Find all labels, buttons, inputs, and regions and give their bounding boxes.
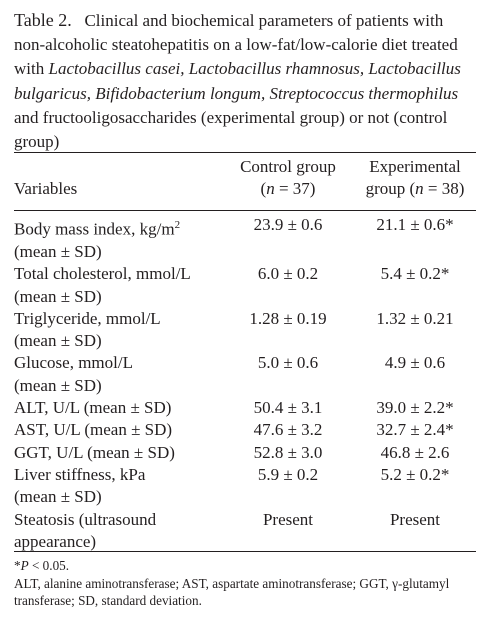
table-row: AST, U/L (mean ± SD) 47.6 ± 3.2 32.7 ± 2… (14, 419, 476, 441)
experimental-value: 5.2 ± 0.2* (380, 464, 450, 484)
row-label: Glucose, mmol/L (14, 353, 133, 373)
row-label-line2: appearance) (14, 531, 97, 551)
row-label: Body mass index, kg/m2 (14, 219, 181, 239)
experimental-value: 32.7 ± 2.4* (376, 420, 454, 440)
table-bottom-rule (14, 551, 476, 552)
header-control-line2: (n = 37) (260, 179, 316, 198)
row-label-line2: (mean ± SD) (14, 286, 102, 306)
table-body: Body mass index, kg/m2 (mean ± SD) 23.9 … (14, 212, 476, 553)
row-label-line2: (mean ± SD) (14, 241, 102, 261)
header-control-line1: Control group (240, 157, 336, 176)
table-row: Liver stiffness, kPa (mean ± SD) 5.9 ± 0… (14, 464, 476, 509)
experimental-value: 1.32 ± 0.21 (376, 308, 454, 328)
control-value: 47.6 ± 3.2 (253, 420, 323, 440)
footnote-significance: *P < 0.05. (14, 558, 70, 573)
experimental-value: 21.1 ± 0.6* (376, 215, 454, 234)
control-value: 6.0 ± 0.2 (257, 264, 319, 284)
row-label: Triglyceride, mmol/L (14, 308, 161, 328)
header-variables: Variables (14, 179, 78, 198)
control-value: 5.9 ± 0.2 (257, 464, 319, 484)
control-value: Present (262, 509, 314, 529)
row-label-line2: (mean ± SD) (14, 487, 102, 507)
experimental-value: 5.4 ± 0.2* (380, 264, 450, 284)
table-header-rule (14, 210, 476, 211)
row-label-line2: (mean ± SD) (14, 331, 102, 351)
header-experimental-line1: Experimental (369, 157, 461, 176)
experimental-value: 4.9 ± 0.6 (384, 353, 446, 373)
row-label: Steatosis (ultrasound (14, 509, 157, 529)
table-label: Table 2. (14, 10, 72, 30)
header-experimental-line2: group (n = 38) (365, 179, 465, 198)
row-label: Liver stiffness, kPa (14, 464, 146, 484)
header-experimental-group: Experimental group (n = 38) (356, 156, 474, 200)
row-label: GGT, U/L (mean ± SD) (14, 442, 175, 462)
footnote-abbreviations: ALT, alanine aminotransferase; AST, aspa… (14, 576, 450, 608)
control-value: 52.8 ± 3.0 (253, 442, 323, 462)
row-label: AST, U/L (mean ± SD) (14, 420, 173, 440)
table-caption: Table 2. Clinical and biochemical parame… (14, 8, 478, 154)
table-row: Steatosis (ultrasound appearance) Presen… (14, 509, 476, 554)
caption-organisms: Lactobacillus casei, Lactobacillus rhamn… (14, 59, 461, 103)
table-top-rule (14, 152, 476, 153)
row-label: ALT, U/L (mean ± SD) (14, 398, 172, 418)
table-row: Body mass index, kg/m2 (mean ± SD) 23.9 … (14, 214, 476, 263)
control-value: 5.0 ± 0.6 (257, 353, 319, 373)
experimental-value: Present (389, 509, 441, 529)
experimental-value: 39.0 ± 2.2* (376, 398, 454, 418)
table-row: ALT, U/L (mean ± SD) 50.4 ± 3.1 39.0 ± 2… (14, 397, 476, 419)
row-label: Total cholesterol, mmol/L (14, 264, 191, 284)
caption-text-2: and fructooligosaccharides (experimental… (14, 107, 448, 152)
table-row: Glucose, mmol/L (mean ± SD) 5.0 ± 0.6 4.… (14, 352, 476, 397)
header-control-group: Control group (n = 37) (230, 156, 346, 200)
table-row: Total cholesterol, mmol/L (mean ± SD) 6.… (14, 263, 476, 308)
experimental-value: 46.8 ± 2.6 (380, 442, 450, 462)
caption-text-1: Clinical and biochemical parameters of p… (14, 11, 458, 79)
control-value: 23.9 ± 0.6 (253, 215, 323, 234)
table-row: GGT, U/L (mean ± SD) 52.8 ± 3.0 46.8 ± 2… (14, 442, 476, 464)
table-row: Triglyceride, mmol/L (mean ± SD) 1.28 ± … (14, 308, 476, 353)
row-label-line2: (mean ± SD) (14, 375, 102, 395)
control-value: 1.28 ± 0.19 (249, 308, 327, 328)
control-value: 50.4 ± 3.1 (253, 398, 323, 418)
